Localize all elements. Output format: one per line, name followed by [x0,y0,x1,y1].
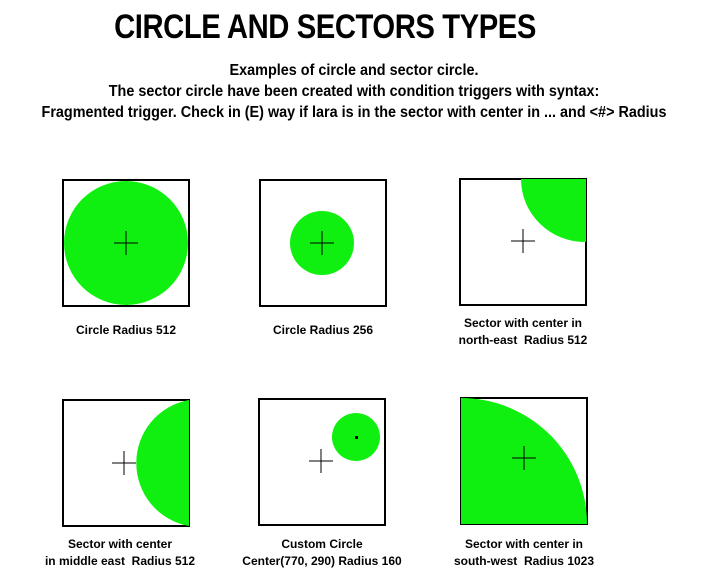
page-title: CIRCLE AND SECTORS TYPES [114,8,536,46]
caption-circle-radius-512: Circle Radius 512 [75,323,177,337]
circle-radius-256-diagram [259,179,387,307]
panel-circle-radius-256 [259,179,387,307]
sector-north-east-diagram [459,178,587,306]
circle-radius-512-diagram [62,179,190,307]
center-dot-icon [355,436,358,439]
panel-circle-radius-512 [62,179,190,307]
crosshair-icon [112,451,136,475]
caption-sector-middle-east: Sector with center in middle east Radius… [44,537,196,568]
custom-circle-diagram [258,398,386,526]
crosshair-icon [512,446,536,470]
caption-circle-radius-256: Circle Radius 256 [272,323,374,337]
panel-sector-middle-east [62,399,190,527]
subtitle-line-3: Fragmented trigger. Check in (E) way if … [41,104,667,121]
subtitle-line-1: Examples of circle and sector circle. [229,62,479,79]
panel-sector-north-east [459,178,587,306]
panel-custom-circle [258,398,386,526]
caption-sector-south-west: Sector with center in south-west Radius … [453,537,595,568]
caption-custom-circle: Custom Circle Center(770, 290) Radius 16… [242,537,402,568]
subtitle-line-2: The sector circle have been created with… [108,83,600,100]
panel-sector-south-west [460,397,588,525]
sector-south-west-diagram [460,397,588,525]
sector-middle-east-diagram [62,399,190,527]
sector-shape [521,179,586,243]
caption-sector-north-east: Sector with center in north-east Radius … [458,316,588,347]
crosshair-icon [310,231,334,255]
crosshair-icon [114,231,138,255]
sector-shape [136,400,189,526]
crosshair-icon [511,229,535,253]
crosshair-icon [309,449,333,473]
